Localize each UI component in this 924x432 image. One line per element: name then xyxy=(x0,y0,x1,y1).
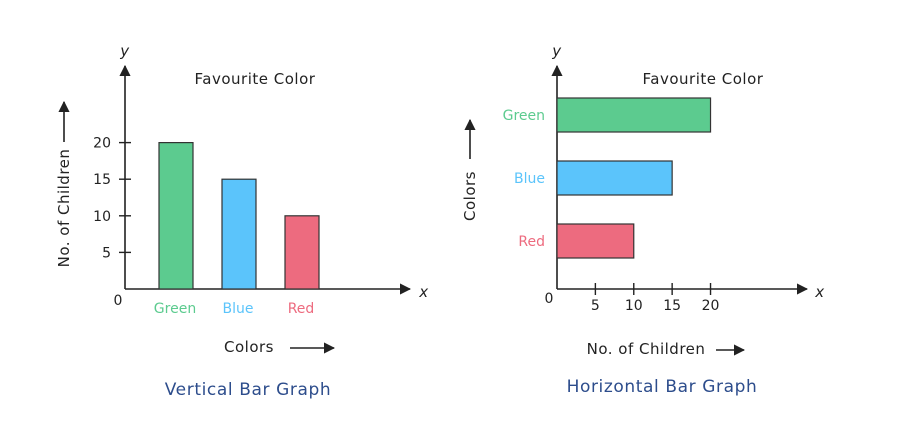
h-category-label-blue: Blue xyxy=(514,171,545,187)
h-y-axis-letter: y xyxy=(551,42,562,60)
v-y-tick-label: 10 xyxy=(93,209,111,225)
v-x-axis-letter: x xyxy=(418,283,428,301)
h-chart-caption: Horizontal Bar Graph xyxy=(567,377,758,397)
h-bar-blue xyxy=(556,160,673,196)
vertical-bar-chart: y x 0 Favourite Color 5 10 15 20 Green Blue R… xyxy=(55,42,428,400)
v-y-tick-label: 15 xyxy=(93,172,111,188)
v-y-tick-label: 5 xyxy=(102,245,111,261)
v-category-label-green: Green xyxy=(154,301,196,317)
v-y-axis-title: No. of Children xyxy=(55,149,73,268)
h-x-axis-letter: x xyxy=(814,283,824,301)
v-bar-blue xyxy=(221,178,257,290)
h-bar-red xyxy=(556,223,635,259)
v-bar-green xyxy=(158,142,194,290)
v-y-tick-label: 20 xyxy=(93,136,111,152)
h-category-label-red: Red xyxy=(518,234,545,250)
h-x-axis-title: No. of Children xyxy=(587,340,706,358)
v-category-label-red: Red xyxy=(288,301,315,317)
v-bar-red xyxy=(284,215,320,290)
h-origin-label: 0 xyxy=(545,291,554,307)
h-bar-green xyxy=(556,97,712,133)
h-category-label-green: Green xyxy=(503,108,545,124)
v-y-axis-letter: y xyxy=(119,42,130,60)
h-x-tick-label: 5 xyxy=(591,298,600,314)
v-category-label-blue: Blue xyxy=(223,301,254,317)
h-y-axis-title: Colors xyxy=(461,171,479,221)
v-origin-label: 0 xyxy=(114,293,123,309)
v-chart-title: Favourite Color xyxy=(195,70,316,88)
v-x-axis-title: Colors xyxy=(224,338,274,356)
h-x-tick-label: 15 xyxy=(663,298,681,314)
v-chart-caption: Vertical Bar Graph xyxy=(165,380,331,400)
h-x-tick-label: 10 xyxy=(625,298,643,314)
h-chart-title: Favourite Color xyxy=(643,70,764,88)
h-x-tick-label: 20 xyxy=(702,298,720,314)
horizontal-bar-chart: y x 0 Favourite Color 5 10 15 20 Green Blue R… xyxy=(461,42,824,397)
